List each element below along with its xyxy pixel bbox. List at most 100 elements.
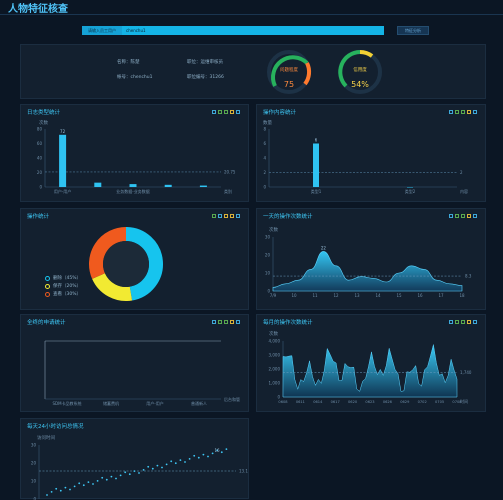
- refresh-icon[interactable]: [467, 320, 471, 324]
- x-tick-label: 15: [396, 293, 402, 298]
- y-axis-label: 次数: [39, 119, 48, 126]
- scatter-point: [46, 494, 48, 496]
- y-tick-label: 60: [37, 141, 43, 146]
- legend-save-dot: [45, 284, 50, 289]
- y-tick-label: 3,000: [269, 353, 281, 358]
- donut-hole: [103, 241, 149, 287]
- data-view-icon[interactable]: [449, 320, 453, 324]
- y-tick-label: 20: [31, 461, 37, 466]
- x-tick-label: 0614: [313, 400, 323, 404]
- scatter-point: [203, 454, 205, 456]
- bar: [200, 186, 207, 187]
- data-view-icon[interactable]: [449, 214, 453, 218]
- x-tick-label: 0702: [418, 400, 427, 404]
- line-chart-icon[interactable]: [455, 320, 459, 324]
- data-view-icon[interactable]: [212, 110, 216, 114]
- bar-chart-icon[interactable]: [224, 110, 228, 114]
- area-series: [283, 345, 457, 397]
- bar-chart-icon[interactable]: [461, 320, 465, 324]
- save-image-icon[interactable]: [473, 110, 477, 114]
- data-view-icon[interactable]: [212, 320, 216, 324]
- pie-chart-icon[interactable]: [218, 214, 222, 218]
- log-type-title: 日志类型统计: [27, 108, 60, 116]
- credit-gauge-value: 54%: [336, 80, 384, 89]
- op-stats-toolbar: [212, 214, 240, 218]
- legend-save[interactable]: 保存（20%）: [45, 283, 81, 289]
- y-tick-label: 8: [263, 127, 266, 132]
- daily-ops-toolbar: [449, 214, 477, 218]
- analyze-button[interactable]: 特征分析: [397, 26, 429, 35]
- y-tick-label: 20: [265, 253, 271, 258]
- scatter-point: [221, 451, 223, 453]
- scatter-point: [180, 459, 182, 461]
- refresh-icon[interactable]: [467, 214, 471, 218]
- funnel-icon[interactable]: [224, 214, 228, 218]
- x-tick-label: 13: [354, 293, 360, 298]
- profile-name: 名称：陈楚: [117, 59, 140, 65]
- x-tick-label: 7/9: [270, 293, 277, 298]
- scatter-point: [124, 471, 126, 473]
- op-content-toolbar: [449, 110, 477, 114]
- y-tick-label: 0: [39, 185, 42, 190]
- profile-account: 帐号：chenchu1: [117, 74, 153, 80]
- data-view-icon[interactable]: [449, 110, 453, 114]
- dept-app-chart: SDM卡品教系统储蓄费机用户-用户普通新人后台和管: [21, 327, 250, 411]
- line-chart-icon[interactable]: [218, 110, 222, 114]
- scatter-point: [78, 482, 80, 484]
- scatter-point: [170, 460, 172, 462]
- save-image-icon[interactable]: [473, 320, 477, 324]
- daily-ops-title: 一天的操作次数统计: [263, 212, 313, 220]
- profile-title: 职位：运维审核员: [187, 59, 223, 65]
- scatter-point: [143, 469, 145, 471]
- save-image-icon[interactable]: [236, 110, 240, 114]
- profile-panel: 名称：陈楚 职位：运维审核员 帐号：chenchu1 职位编号：31266 问题…: [20, 44, 486, 99]
- scatter-point: [115, 478, 117, 480]
- bar-chart-icon[interactable]: [461, 214, 465, 218]
- search-input[interactable]: [122, 26, 384, 35]
- scatter-point: [97, 480, 99, 482]
- data-view-icon[interactable]: [212, 214, 216, 218]
- bar: [59, 135, 66, 187]
- scatter-point: [92, 483, 94, 485]
- legend-delete-label: 删除（45%）: [53, 275, 81, 281]
- scatter-point: [189, 458, 191, 460]
- dept-app-title: 全终的申请统计: [27, 318, 66, 326]
- y-axis-label: 次数: [269, 330, 278, 337]
- y-tick-label: 0: [33, 497, 36, 500]
- x-tick-label: 11: [312, 293, 318, 298]
- legend-delete[interactable]: 删除（45%）: [45, 275, 81, 281]
- refresh-icon[interactable]: [230, 110, 234, 114]
- bar-chart-icon[interactable]: [461, 110, 465, 114]
- line-chart-icon[interactable]: [218, 320, 222, 324]
- x-tick-label: 储蓄费机: [103, 400, 119, 406]
- refresh-icon[interactable]: [230, 320, 234, 324]
- op-content-title: 操作内容统计: [263, 108, 296, 116]
- save-image-icon[interactable]: [473, 214, 477, 218]
- average-label: 13.1: [239, 469, 248, 474]
- line-chart-icon[interactable]: [455, 110, 459, 114]
- x-tick-label: 10: [291, 293, 297, 298]
- scatter-point: [69, 489, 71, 491]
- save-image-icon[interactable]: [236, 214, 240, 218]
- log-type-chart: 次数80604020020.75用户-用户业务数据-业务数据72类别: [21, 117, 250, 201]
- line-chart-icon[interactable]: [455, 214, 459, 218]
- bar-chart-icon[interactable]: [224, 320, 228, 324]
- refresh-icon[interactable]: [230, 214, 234, 218]
- max-label: 72: [60, 129, 66, 134]
- y-tick-label: 40: [37, 156, 43, 161]
- legend-view[interactable]: 查看（30%）: [45, 291, 81, 297]
- scatter-point: [226, 448, 228, 450]
- legend-view-dot: [45, 292, 50, 297]
- scatter-point: [184, 461, 186, 463]
- save-image-icon[interactable]: [236, 320, 240, 324]
- op-stats-panel: 操作统计 删除（45%） 保存（20%） 查看（30%）: [20, 208, 249, 310]
- refresh-icon[interactable]: [467, 110, 471, 114]
- x-tick-label: 0629: [400, 400, 410, 404]
- average-label: 8.3: [465, 274, 472, 279]
- y-tick-label: 2,000: [269, 367, 281, 372]
- scatter-point: [88, 481, 90, 483]
